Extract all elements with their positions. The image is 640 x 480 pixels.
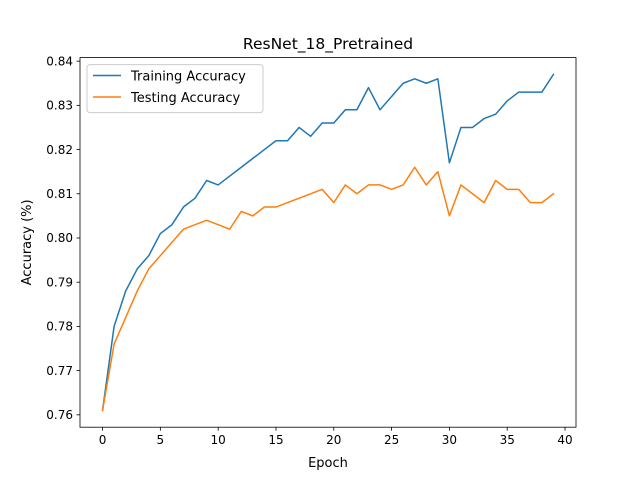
x-tick-label: 15: [268, 433, 283, 447]
y-tick-label: 0.80: [46, 231, 73, 245]
x-tick-label: 0: [99, 433, 107, 447]
x-tick-label: 20: [326, 433, 341, 447]
y-axis-label: Accuracy (%): [20, 199, 35, 285]
x-tick-label: 30: [442, 433, 457, 447]
x-tick-label: 35: [500, 433, 515, 447]
y-tick-label: 0.84: [46, 54, 73, 68]
series-layer: [101, 73, 555, 412]
plot-area: [80, 57, 576, 428]
plot-frame: [79, 57, 577, 428]
legend-box: [86, 64, 264, 114]
y-axis-ticks: 0.76 0.77 0.78 0.79 0.80 0.81 0.82 0.83 0.84: [46, 54, 80, 422]
legend: Training Accuracy Testing Accuracy: [86, 64, 264, 114]
y-tick-label: 0.83: [46, 99, 73, 113]
y-tick-label: 0.77: [46, 364, 73, 378]
x-axis-label: Epoch: [308, 456, 348, 471]
x-tick-label: 40: [557, 433, 572, 447]
chart-title: ResNet_18_Pretrained: [243, 35, 413, 54]
legend-label-testing: Testing Accuracy: [130, 91, 240, 106]
y-tick-label: 0.78: [46, 320, 73, 334]
x-tick-label: 5: [157, 433, 165, 447]
y-tick-label: 0.82: [46, 143, 73, 157]
x-tick-label: 25: [384, 433, 399, 447]
y-tick-label: 0.79: [46, 275, 73, 289]
series-line-testing: [101, 166, 555, 412]
series-line-training: [101, 73, 555, 412]
y-tick-label: 0.76: [46, 408, 73, 422]
y-tick-label: 0.81: [46, 187, 73, 201]
x-axis-ticks: 0 5 10 15 20 25 30 35 40: [99, 427, 573, 447]
x-tick-label: 10: [211, 433, 226, 447]
legend-label-training: Training Accuracy: [130, 70, 246, 85]
